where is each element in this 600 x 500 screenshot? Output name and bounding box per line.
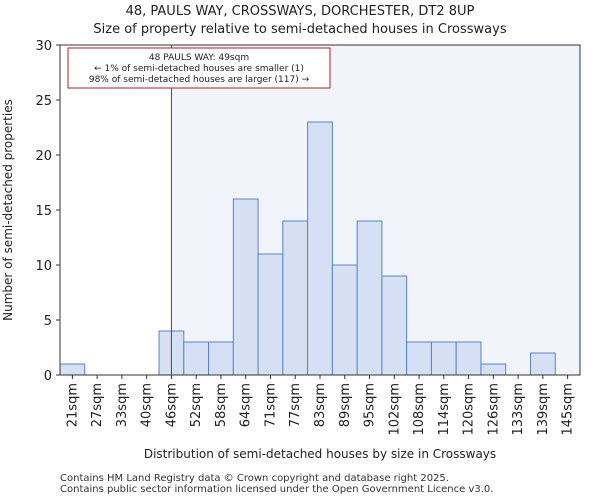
x-tick-label: 27sqm [90,383,105,427]
annotation-box [67,47,331,89]
bar-120sqm [455,341,482,376]
x-tick-label: 95sqm [363,383,378,427]
y-tick-label: 0 [44,369,52,384]
bar-95sqm [356,220,383,376]
bar-89sqm [331,264,358,376]
x-tick-label: 77sqm [288,383,303,427]
annotation-larger: 98% of semi-detached houses are larger (… [89,75,310,85]
footer-line-1: Contains HM Land Registry data © Crown c… [60,473,449,484]
x-tick-label: 89sqm [338,383,353,427]
bar-114sqm [430,341,457,376]
x-tick-label: 71sqm [263,383,278,427]
x-tick-label: 64sqm [239,383,254,427]
x-tick-label: 120sqm [462,383,477,436]
chart-title: 48, PAULS WAY, CROSSWAYS, DORCHESTER, DT… [125,4,475,19]
x-tick-label: 21sqm [65,383,80,427]
bar-71sqm [257,253,284,376]
y-tick-label: 10 [35,259,52,274]
annotation-smaller: ← 1% of semi-detached houses are smaller… [94,64,304,74]
x-tick-label: 83sqm [313,383,328,427]
bar-64sqm [232,198,259,376]
bar-21sqm [59,363,86,376]
x-tick-label: 52sqm [189,383,204,427]
bar-102sqm [381,275,408,376]
x-tick-label: 126sqm [486,383,501,436]
y-tick-label: 30 [35,39,52,54]
x-tick-label: 145sqm [561,383,576,436]
chart-subtitle: Size of property relative to semi-detach… [93,22,507,37]
bar-126sqm [480,363,507,376]
y-axis-label: Number of semi-detached properties [1,99,15,321]
annotation-label: 48 PAULS WAY: 49sqm [149,53,249,63]
bar-77sqm [282,220,309,376]
y-tick-label: 25 [35,94,52,109]
x-tick-label: 114sqm [437,383,452,436]
bar-83sqm [307,121,333,376]
footer-line-2: Contains public sector information licen… [60,484,494,495]
x-tick-label: 133sqm [511,383,526,436]
y-tick-label: 20 [35,149,52,164]
y-tick-label: 5 [44,314,52,329]
bar-108sqm [406,341,432,376]
x-tick-label: 102sqm [387,383,402,436]
bar-139sqm [529,352,556,376]
x-tick-label: 58sqm [214,383,229,427]
x-axis-label: Distribution of semi-detached houses by … [144,447,496,461]
y-tick-label: 15 [35,204,52,219]
bar-58sqm [208,341,234,376]
x-tick-label: 33sqm [115,383,130,427]
x-tick-label: 46sqm [164,383,179,427]
bar-52sqm [183,341,210,376]
property-annotation: 48 PAULS WAY: 49sqm ← 1% of semi-detache… [67,47,331,89]
x-tick-label: 139sqm [536,383,551,436]
x-tick-label: 40sqm [140,383,155,427]
x-tick-label: 108sqm [412,383,427,436]
